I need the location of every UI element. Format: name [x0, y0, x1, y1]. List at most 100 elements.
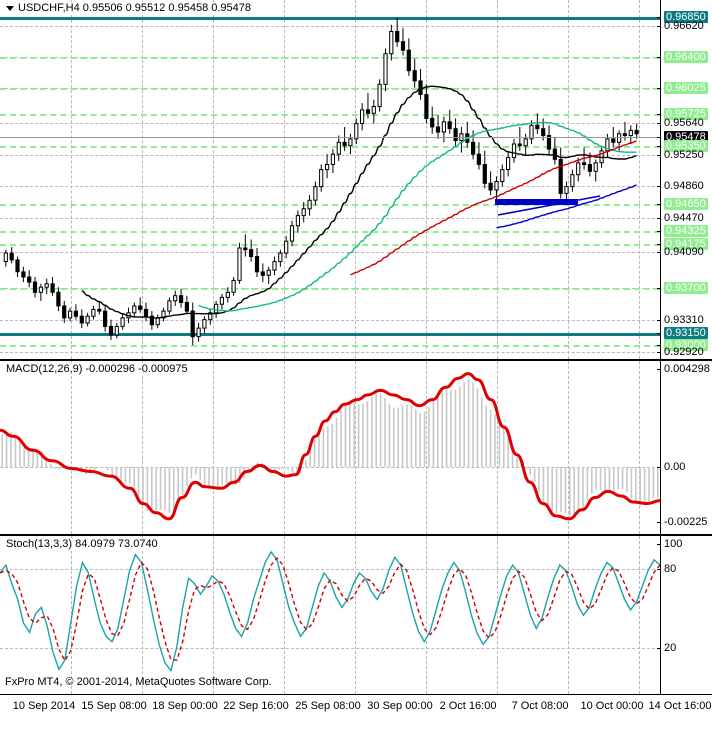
trendline[interactable] [497, 195, 601, 216]
axis-tick-label: 0.92920 [664, 346, 704, 358]
macd-label: MACD(12,26,9) -0.000296 -0.000975 [4, 363, 190, 375]
time-axis: 10 Sep 2014 15 Sep 08:00 18 Sep 00:00 22 Se… [0, 700, 712, 718]
axis-tick-label: 0.96025 [664, 82, 708, 94]
axis-tick-label: 20 [664, 642, 677, 654]
price-level-line[interactable] [0, 288, 660, 290]
axis-tick-mark [657, 26, 661, 27]
grid-line-horizontal [0, 569, 660, 570]
stoch-plot-area[interactable] [0, 536, 660, 694]
price-level-line[interactable] [0, 204, 660, 206]
axis-tick-mark [657, 522, 661, 523]
price-level-line[interactable] [0, 114, 660, 116]
grid-line-vertical [355, 536, 356, 694]
series-canvas [0, 550, 660, 673]
grid-line-vertical [355, 0, 356, 359]
time-axis-label: 10 Oct 00:00 [580, 700, 644, 712]
stoch-label: Stoch(13,3,3) 84.0979 73.0740 [4, 538, 160, 550]
candlestick-series [3, 17, 639, 346]
macd-signal-line [0, 372, 660, 521]
axis-tick-mark [657, 244, 661, 245]
grid-line-vertical [568, 0, 569, 359]
axis-tick-mark [657, 114, 661, 115]
grid-line-horizontal [0, 26, 660, 27]
time-axis-label: 2 Oct 16:00 [439, 700, 497, 712]
series-canvas [3, 17, 639, 346]
grid-line-vertical [426, 361, 427, 534]
grid-line-vertical [284, 536, 285, 694]
stoch-d-line [0, 557, 660, 663]
axis-tick-mark [657, 231, 661, 232]
axis-tick-label: 0.94090 [664, 246, 704, 258]
macd-panel[interactable]: 0.004298 0.00 -0.00225 [0, 360, 712, 535]
axis-tick-label: 0.95640 [664, 117, 704, 129]
price-level-line[interactable] [0, 88, 660, 90]
grid-line-vertical [142, 536, 143, 694]
axis-tick-label: 0.93310 [664, 314, 704, 326]
grid-line-vertical [355, 361, 356, 534]
stoch-axis[interactable]: 100 80 20 [657, 536, 712, 694]
quote-values: 0.95506 0.95512 0.95458 0.95478 [79, 2, 252, 14]
axis-tick-label: 0.94470 [664, 212, 704, 224]
stoch-panel[interactable]: 100 80 20 [0, 535, 712, 695]
axis-tick-label: 0.94860 [664, 180, 704, 192]
price-plot-area[interactable] [0, 0, 660, 359]
axis-tick-mark [657, 345, 661, 346]
time-axis-label: 25 Sep 08:00 [295, 700, 361, 712]
symbol-header[interactable]: USDCHF,H4 0.95506 0.95512 0.95458 0.9547… [4, 2, 254, 14]
symbol-label: USDCHF,H4 [18, 2, 80, 14]
axis-tick-mark [657, 648, 661, 649]
time-axis-label: 7 Oct 08:00 [511, 700, 569, 712]
grid-line-vertical [426, 0, 427, 359]
macd-histogram [1, 378, 659, 517]
axis-tick-label: 0.95250 [664, 149, 704, 161]
grid-line-vertical [497, 536, 498, 694]
axis-tick-mark [657, 57, 661, 58]
price-level-line[interactable] [0, 17, 660, 20]
axis-tick-mark [657, 544, 661, 545]
axis-tick-label: 0.96850 [664, 11, 708, 23]
chevron-down-icon[interactable] [6, 5, 14, 11]
grid-line-horizontal [0, 320, 660, 321]
axis-tick-label: 0.94325 [664, 225, 708, 237]
axis-tick-mark [657, 186, 661, 187]
macd-axis[interactable]: 0.004298 0.00 -0.00225 [657, 361, 712, 534]
grid-line-vertical [639, 361, 640, 534]
axis-tick-label: 0.95725 [664, 108, 708, 120]
grid-line-vertical [426, 536, 427, 694]
axis-tick-label: 100 [664, 538, 683, 550]
price-panel[interactable]: 0.96850 0.96620 0.96400 0.96025 0.95725 0.956… [0, 0, 712, 360]
grid-line-vertical [213, 361, 214, 534]
axis-tick-mark [657, 146, 661, 147]
price-level-line[interactable] [0, 57, 660, 59]
price-level-line[interactable] [0, 345, 660, 347]
price-axis[interactable]: 0.96850 0.96620 0.96400 0.96025 0.95725 0.956… [657, 0, 712, 359]
series-canvas [0, 372, 660, 521]
axis-tick-label: 0.00 [664, 461, 686, 473]
price-level-line[interactable] [0, 146, 660, 148]
axis-tick-label: 0.94175 [664, 238, 708, 250]
price-level-line[interactable] [0, 333, 660, 336]
axis-tick-mark [657, 137, 661, 138]
axis-tick-mark [657, 17, 661, 18]
grid-line-horizontal [0, 352, 660, 353]
time-axis-label: 10 Sep 2014 [12, 700, 76, 712]
grid-line-vertical [284, 0, 285, 359]
price-level-line[interactable] [0, 231, 660, 233]
axis-tick-label: 0.93700 [664, 282, 708, 294]
axis-tick-mark [657, 333, 661, 334]
grid-line-vertical [142, 361, 143, 534]
grid-line-vertical [497, 361, 498, 534]
axis-tick-mark [657, 155, 661, 156]
grid-line-vertical [213, 0, 214, 359]
axis-tick-mark [657, 320, 661, 321]
axis-tick-label: 0.004298 [664, 363, 710, 375]
price-level-line[interactable] [0, 244, 660, 246]
grid-line-horizontal [0, 123, 660, 124]
axis-tick-mark [657, 88, 661, 89]
stoch-k-line [0, 550, 660, 673]
axis-tick-label: 0.95350 [664, 140, 708, 152]
axis-tick-mark [657, 204, 661, 205]
axis-tick-mark [657, 352, 661, 353]
macd-plot-area[interactable] [0, 361, 660, 534]
